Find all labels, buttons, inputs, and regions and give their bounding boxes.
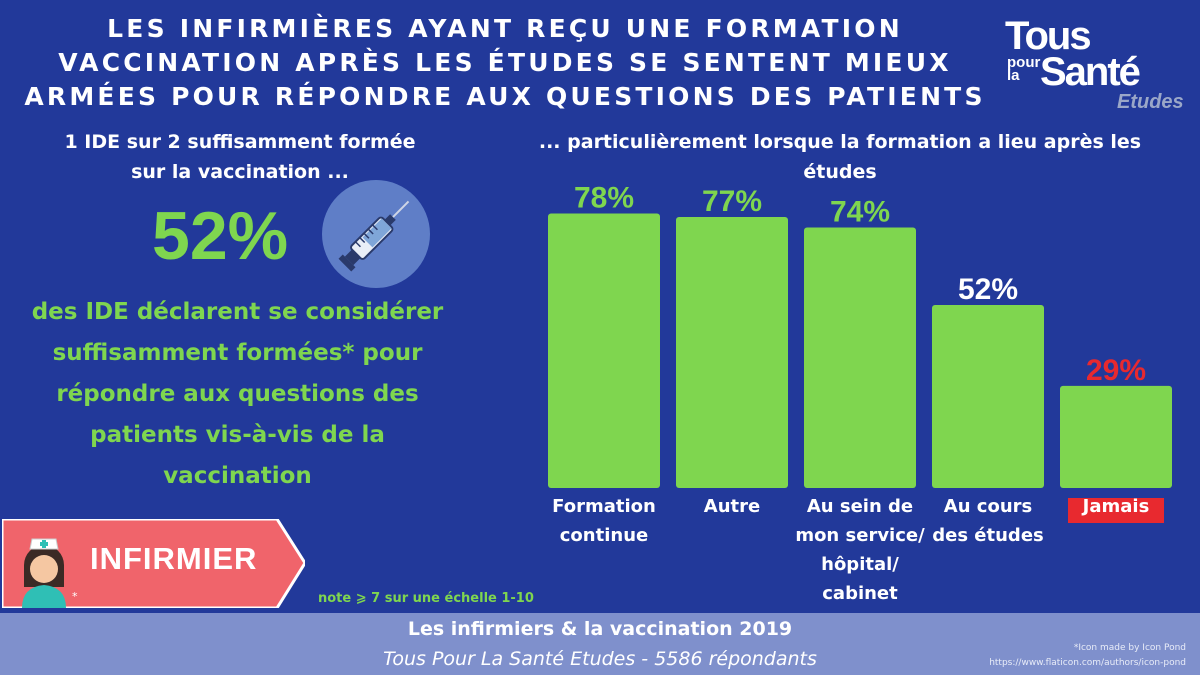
badge-label: INFIRMIER — [90, 541, 258, 576]
left-desc-line-5: vaccination — [163, 463, 312, 489]
left-desc-line-3: répondre aux questions des — [56, 381, 419, 407]
data-label-4: 29% — [1086, 354, 1146, 387]
title-line-1: LES INFIRMIÈRES AYANT REÇU UNE FORMATION — [107, 14, 903, 43]
data-label-2: 74% — [830, 196, 890, 229]
title-line-2: VACCINATION APRÈS LES ÉTUDES SE SENTENT … — [58, 48, 952, 77]
bar-2 — [804, 227, 916, 488]
big-percentage: 52% — [152, 198, 289, 274]
icon-credit-url: https://www.flaticon.com/authors/icon-po… — [989, 658, 1186, 668]
left-heading-line-2: sur la vaccination ... — [131, 161, 349, 183]
category-label-2-1: mon service/ — [795, 525, 925, 546]
left-desc-line-1: des IDE déclarent se considérer — [31, 299, 444, 325]
chart-heading-line-2: études — [803, 161, 877, 183]
footer-subtitle: Tous Pour La Santé Etudes - 5586 réponda… — [383, 648, 817, 670]
category-label-2-3: cabinet — [822, 583, 898, 604]
chart-heading: ... particulièrement lorsque la formatio… — [505, 127, 1175, 187]
category-label-3-0: Au cours — [944, 496, 1032, 517]
logo-etudes: Etudes — [1117, 91, 1184, 113]
bar-chart: 78% Formation continue 77% Autre 74% Au sein d… — [548, 181, 1172, 604]
syringe-icon — [322, 180, 430, 288]
category-label-0-0: Formation — [552, 496, 656, 517]
category-label-2-0: Au sein de — [807, 496, 913, 517]
asterisk-mark: * — [72, 590, 78, 603]
category-highlight-box — [1068, 498, 1164, 523]
logo-la: la — [1007, 67, 1020, 84]
icon-credit: *Icon made by Icon Pond — [1073, 643, 1186, 653]
bar-1 — [676, 216, 788, 488]
bar-3 — [932, 304, 1044, 488]
bar-4 — [1060, 385, 1172, 488]
data-label-0: 78% — [574, 181, 634, 214]
footer-title: Les infirmiers & la vaccination 2019 — [407, 618, 793, 640]
title-line-3: ARMÉES POUR RÉPONDRE AUX QUESTIONS DES P… — [24, 82, 986, 111]
left-description: des IDE déclarent se considérer suffisam… — [5, 292, 470, 497]
logo-tous: Tous — [1005, 14, 1092, 58]
footer-band — [0, 613, 1200, 675]
category-label-3-1: des études — [932, 525, 1044, 546]
left-heading-line-1: 1 IDE sur 2 suffisamment formée — [64, 131, 416, 153]
left-heading: 1 IDE sur 2 suffisamment formée sur la v… — [20, 127, 460, 187]
data-label-3: 52% — [958, 273, 1018, 306]
tous-pour-la-sante-logo: Tous pour la Santé Etudes — [1000, 14, 1190, 124]
left-desc-line-2: suffisamment formées* pour — [52, 340, 423, 366]
logo-pour: pour — [1007, 54, 1041, 71]
bar-0 — [548, 213, 660, 488]
data-label-1: 77% — [702, 185, 762, 218]
page-title: LES INFIRMIÈRES AYANT REÇU UNE FORMATION… — [0, 12, 1010, 114]
nurse-icon — [22, 538, 66, 608]
category-label-1-0: Autre — [704, 496, 760, 517]
left-desc-line-4: patients vis-à-vis de la — [90, 422, 385, 448]
category-label-2-2: hôpital/ — [821, 554, 899, 575]
infirmier-badge — [2, 519, 305, 608]
chart-heading-line-1: ... particulièrement lorsque la formatio… — [538, 131, 1142, 153]
category-label-0-1: continue — [560, 525, 648, 546]
logo-sante: Santé — [1040, 50, 1141, 94]
category-label-4-0: Jamais — [1081, 496, 1150, 517]
scale-note: note ⩾ 7 sur une échelle 1-10 — [318, 591, 534, 606]
